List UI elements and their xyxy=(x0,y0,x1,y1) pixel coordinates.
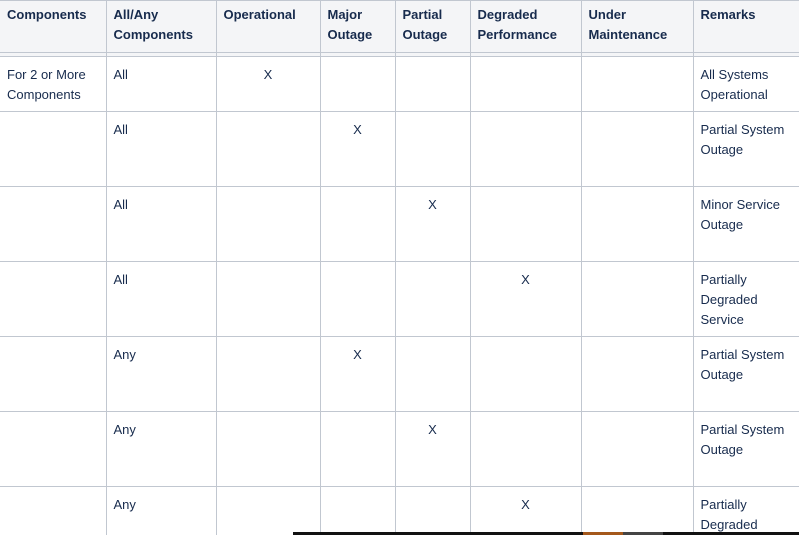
component-cell xyxy=(0,261,107,337)
remarks-cell: All Systems Operational xyxy=(692,56,799,112)
status-mark-cell: X xyxy=(215,56,321,112)
status-mark-cell xyxy=(580,336,694,412)
scope-cell: Any xyxy=(105,486,217,535)
remarks-cell: Partial System Outage xyxy=(692,336,799,412)
component-cell xyxy=(0,111,107,187)
column-header: Under Maintenance xyxy=(580,0,694,53)
status-mark-cell xyxy=(215,486,321,535)
status-mark-cell xyxy=(469,186,582,262)
status-mark-cell xyxy=(319,56,396,112)
status-mark-cell: X xyxy=(469,486,582,535)
remarks-cell: Partially Degraded xyxy=(692,486,799,535)
status-mark-cell xyxy=(394,261,471,337)
status-mark-cell: X xyxy=(319,336,396,412)
column-header: All/Any Components xyxy=(105,0,217,53)
status-mark-cell xyxy=(215,186,321,262)
component-cell xyxy=(0,486,107,535)
column-header: Major Outage xyxy=(319,0,396,53)
status-mark-cell: X xyxy=(394,186,471,262)
status-mark-cell xyxy=(580,111,694,187)
component-cell xyxy=(0,411,107,487)
column-header: Operational xyxy=(215,0,321,53)
table-row: Any X Partially Degraded xyxy=(0,486,799,535)
table-row: For 2 or More Components All X All Systems … xyxy=(0,56,799,112)
status-mark-cell xyxy=(394,111,471,187)
table-row: Any X Partial System Outage xyxy=(0,411,799,487)
status-mark-cell xyxy=(580,186,694,262)
component-cell xyxy=(0,186,107,262)
status-mark-cell xyxy=(580,411,694,487)
scope-cell: All xyxy=(105,56,217,112)
component-cell xyxy=(0,336,107,412)
status-mark-cell xyxy=(394,486,471,535)
status-mark-cell xyxy=(215,261,321,337)
status-mark-cell: X xyxy=(394,411,471,487)
remarks-cell: Partial System Outage xyxy=(692,411,799,487)
status-mark-cell xyxy=(215,111,321,187)
status-mark-cell xyxy=(394,56,471,112)
header-row: Components All/Any Components Operational M… xyxy=(0,0,799,53)
column-header: Partial Outage xyxy=(394,0,471,53)
status-mark-cell xyxy=(215,336,321,412)
remarks-cell: Partial System Outage xyxy=(692,111,799,187)
status-mark-cell xyxy=(469,111,582,187)
taskbar-item xyxy=(623,532,663,535)
status-mark-cell xyxy=(319,261,396,337)
taskbar-strip xyxy=(293,532,799,535)
remarks-cell: Minor Service Outage xyxy=(692,186,799,262)
scope-cell: Any xyxy=(105,411,217,487)
remarks-cell: Partially Degraded Service xyxy=(692,261,799,337)
status-mark-cell xyxy=(215,411,321,487)
table-row: All X Partially Degraded Service xyxy=(0,261,799,337)
column-header: Degraded Performance xyxy=(469,0,582,53)
table-row: All X Minor Service Outage xyxy=(0,186,799,262)
column-header: Remarks xyxy=(692,0,799,53)
status-mark-cell xyxy=(319,186,396,262)
status-mark-cell xyxy=(319,486,396,535)
status-mark-cell xyxy=(319,411,396,487)
status-mark-cell: X xyxy=(469,261,582,337)
scope-cell: Any xyxy=(105,336,217,412)
scope-cell: All xyxy=(105,261,217,337)
table-row: All X Partial System Outage xyxy=(0,111,799,187)
scope-cell: All xyxy=(105,111,217,187)
column-header: Components xyxy=(0,0,107,53)
status-mark-cell xyxy=(580,56,694,112)
status-mark-cell xyxy=(394,336,471,412)
taskbar-active-item xyxy=(583,532,623,535)
component-cell: For 2 or More Components xyxy=(0,56,107,112)
status-mark-cell xyxy=(469,56,582,112)
status-mark-cell xyxy=(580,261,694,337)
status-mark-cell xyxy=(469,336,582,412)
status-mark-cell xyxy=(580,486,694,535)
table-row: Any X Partial System Outage xyxy=(0,336,799,412)
status-mark-cell: X xyxy=(319,111,396,187)
scope-cell: All xyxy=(105,186,217,262)
status-mark-cell xyxy=(469,411,582,487)
